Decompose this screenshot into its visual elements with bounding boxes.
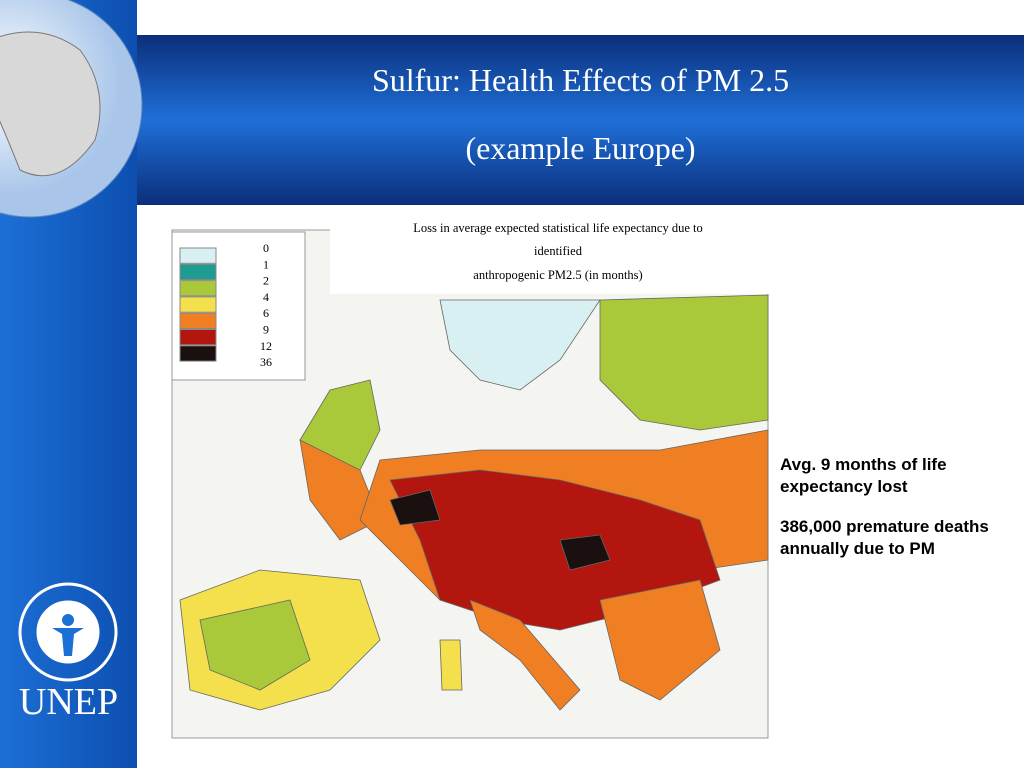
- globe-land: [0, 31, 101, 177]
- title: (example Europe): [465, 130, 696, 166]
- legend-swatch: [179, 263, 217, 281]
- title: Sulfur: Health Effects of PM 2.5: [371, 62, 790, 98]
- legend-swatch: [179, 345, 217, 362]
- legend-label: 1: [263, 257, 269, 271]
- legend-label: 36: [260, 355, 272, 369]
- legend-swatch: [179, 296, 217, 313]
- legend-label: 12: [260, 339, 272, 353]
- caption: identified: [534, 244, 582, 258]
- map: [179, 294, 769, 711]
- note: 386,000 premature deaths annually due to…: [780, 517, 989, 558]
- caption-box: [330, 220, 786, 294]
- legend-swatch: [179, 329, 217, 346]
- logo-text: UNEP: [18, 681, 119, 723]
- legend-swatch: [179, 247, 217, 264]
- caption: Loss in average expected statistical lif…: [413, 221, 703, 235]
- legend-label: 6: [263, 306, 269, 320]
- legend-label: 2: [263, 274, 269, 288]
- title-band: [137, 35, 1024, 205]
- legend-swatch: [179, 280, 217, 297]
- note: Avg. 9 months of life expectancy lost: [780, 455, 947, 496]
- legend-label: 4: [263, 290, 269, 304]
- legend-swatch: [179, 312, 217, 330]
- legend-label: 9: [263, 323, 269, 337]
- legend-label: 0: [263, 241, 269, 255]
- caption: anthropogenic PM2.5 (in months): [473, 268, 643, 282]
